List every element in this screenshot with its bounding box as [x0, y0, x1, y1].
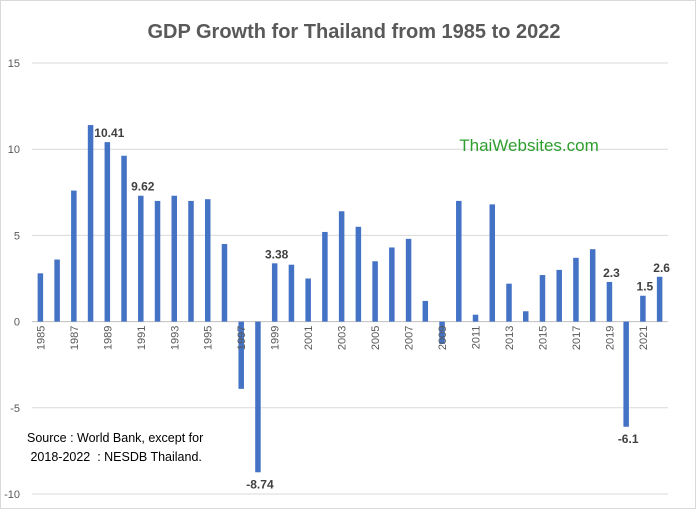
bar-1994	[188, 200, 194, 322]
bar-2005	[372, 261, 378, 322]
bar-1989	[104, 142, 111, 322]
bar-2013	[506, 283, 512, 322]
x-tick-label: 2003	[337, 326, 349, 350]
x-tick-label: 2013	[504, 326, 516, 350]
y-tick-label: -5	[10, 403, 20, 415]
y-axis-ticks: -10 -5 0 5 10 15	[4, 58, 20, 501]
bar-2006	[389, 247, 395, 322]
data-label-1989: 10.41	[94, 126, 124, 140]
bar-2014	[522, 311, 529, 322]
x-axis-ticks: 1985 1987 1989 1991 1993 1995 1997 1999 2001 2003…	[35, 326, 650, 350]
y-tick-label: 0	[14, 317, 20, 329]
bar-1991	[138, 195, 144, 322]
bar-2007	[405, 238, 412, 322]
bar-2001	[305, 278, 311, 322]
bar-2012	[489, 204, 496, 322]
chart-title: GDP Growth for Thailand from 1985 to 202…	[147, 21, 560, 43]
data-label-1999: 3.38	[265, 247, 289, 261]
x-tick-label: 1995	[203, 326, 215, 350]
bar-2020	[623, 321, 629, 427]
bars	[37, 125, 663, 473]
bar-1988	[87, 125, 94, 322]
x-tick-label: 1997	[236, 326, 248, 350]
x-tick-label: 1993	[169, 326, 181, 350]
bar-1990	[121, 155, 127, 322]
gridlines	[32, 62, 668, 495]
x-tick-label: 1985	[35, 326, 47, 350]
x-tick-label: 2005	[370, 326, 382, 350]
x-tick-label: 2019	[604, 326, 616, 350]
bar-2002	[322, 231, 328, 322]
source-note-line2: 2018-2022 : NESDB Thailand.	[27, 450, 202, 464]
x-tick-label: 2011	[471, 326, 483, 350]
x-tick-label: 2007	[404, 326, 416, 350]
bar-2022	[656, 276, 663, 322]
bar-1995	[204, 199, 211, 322]
x-tick-label: 2009	[437, 326, 449, 350]
x-tick-label: 2015	[537, 326, 549, 350]
bar-2004	[355, 226, 362, 322]
bar-1997	[238, 321, 244, 389]
bar-2019	[606, 281, 613, 322]
bar-2009	[439, 321, 445, 345]
y-tick-label: 10	[8, 144, 20, 156]
bar-2021	[640, 295, 646, 322]
y-tick-label: 5	[14, 230, 20, 242]
bar-2016	[556, 269, 562, 322]
bar-1987	[71, 190, 77, 322]
bar-2000	[288, 264, 295, 322]
x-tick-label: 1999	[270, 326, 282, 350]
source-note-line1: Source : World Bank, except for	[27, 431, 203, 445]
bar-2011	[472, 314, 479, 322]
x-tick-label: 1989	[102, 326, 114, 350]
x-tick-label: 2021	[638, 326, 650, 350]
bar-2003	[338, 211, 345, 322]
bar-2018	[589, 249, 596, 322]
data-labels: 10.41 9.62 -8.74 3.38 2.3 -6.1 1.5 2.6	[94, 126, 670, 491]
bar-2017	[573, 257, 579, 322]
bar-1996	[221, 244, 228, 322]
bar-1985	[37, 273, 44, 322]
bar-1986	[54, 259, 60, 322]
y-tick-label: 15	[8, 58, 20, 70]
data-label-1998: -8.74	[246, 477, 274, 491]
x-tick-label: 2017	[571, 326, 583, 350]
bar-2008	[422, 300, 429, 322]
x-tick-label: 1991	[136, 326, 148, 350]
x-tick-label: 1987	[69, 326, 81, 350]
data-label-2019: 2.3	[603, 266, 620, 280]
bar-2015	[539, 275, 546, 322]
bar-2010	[456, 200, 462, 322]
data-label-1991: 9.62	[131, 180, 155, 194]
bar-1992	[154, 200, 161, 322]
watermark: ThaiWebsites.com	[459, 136, 599, 155]
data-label-2022: 2.6	[653, 261, 670, 275]
y-tick-label: -10	[4, 489, 20, 501]
bar-1999	[271, 263, 278, 322]
bar-1998	[255, 321, 261, 473]
bar-1993	[171, 195, 178, 322]
data-label-2020: -6.1	[618, 432, 639, 446]
x-tick-label: 2001	[303, 326, 315, 350]
data-label-2021: 1.5	[637, 280, 654, 294]
